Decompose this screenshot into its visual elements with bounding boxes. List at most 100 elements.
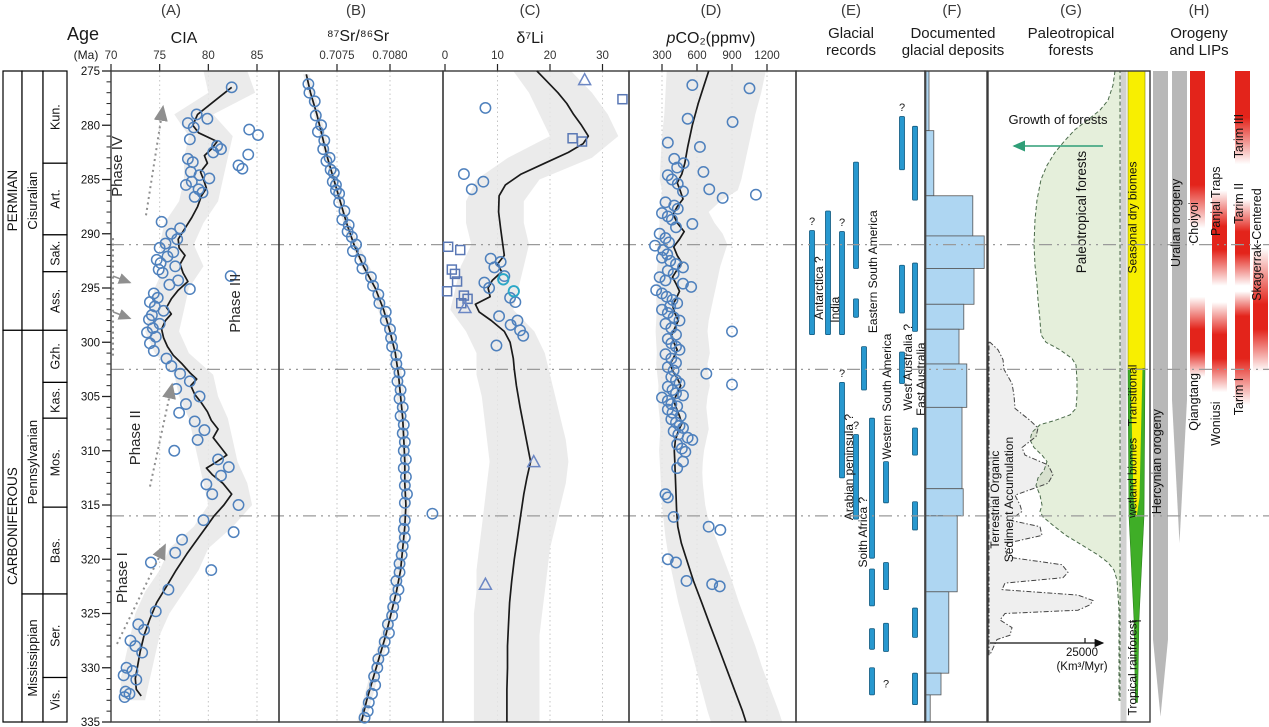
strat-label-ass: Ass. [49,289,63,313]
deposit-histogram-bar [925,406,963,490]
data-point-circle [397,418,410,431]
glacial-region-label: West Australia ? [901,324,915,411]
data-point-circle [686,79,699,92]
strat-label-kas: Kas. [49,388,63,413]
age-tick-label: 305 [81,392,100,404]
data-point-circle [465,183,478,196]
data-point-circle [179,398,192,411]
age-tick-label: 280 [81,120,100,132]
glacial-bar [861,346,867,391]
deposit-histogram-bar [925,268,975,305]
data-point-circle [302,78,315,90]
data-point-circle [118,691,131,703]
data-point-circle [120,661,133,674]
data-point-circle [236,162,249,175]
uncertain-mark: ? [899,102,905,114]
uncertain-mark: ? [853,420,859,432]
glacial-bar [839,231,845,336]
strat-label-bas: Bas. [49,538,63,563]
axis-tick-label: 70 [105,50,118,62]
data-point-circle [670,556,682,569]
data-point-circle [144,556,157,569]
paleotropical-forest-area [1029,70,1121,701]
glacial-bar [912,672,918,706]
axis-tick-label: 0.7080 [372,50,407,62]
glacial-region-label: Arabian peninsula ? [842,414,856,520]
age-tick-label: 285 [81,175,100,187]
sediment-scale-units: (Km³/Myr) [1056,661,1107,673]
data-point-circle [656,207,668,220]
strat-label-vis: Vis. [49,689,63,710]
data-point-circle [397,444,410,457]
data-point-circle [161,250,174,263]
deposit-histogram-bar [925,70,930,132]
age-tick-label: 300 [81,337,100,349]
deposit-histogram-bar [925,195,974,237]
data-point-triangle [526,454,541,468]
deposit-histogram-bar [925,130,935,197]
glacial-bar [839,381,845,479]
data-point-circle [129,640,142,652]
data-point-circle [686,433,699,446]
phase-label-phase-iii: Phase III [227,274,244,333]
data-point-circle [671,462,684,475]
data-point-circle-cyan [497,273,510,286]
age-tick-label: 330 [81,663,100,675]
strat-box-sak [42,234,68,273]
data-point-circle [399,470,412,483]
data-point-circle [174,367,187,380]
panel-border [987,70,1151,723]
data-point-circle [398,531,411,544]
data-point-circle [163,278,176,291]
axis-tick-label: 75 [153,50,166,62]
data-point-circle [488,261,501,274]
sediment-scale-value: 25000 [1066,647,1098,659]
strat-label-mississippian: Mississippian [25,619,40,696]
data-point-circle [364,271,377,284]
strat-box-art [42,162,68,236]
data-point-circle [378,635,391,648]
data-point-circle [670,387,682,400]
data-point-circle [749,188,762,201]
data-point-circle [179,178,192,191]
data-point-circle [396,427,409,440]
data-point-triangle [577,72,592,86]
panel-border [278,70,444,723]
glacial-bar [869,667,875,696]
data-point-circle [685,280,698,293]
uncertainty-band [450,71,619,722]
data-point-circle [200,478,213,491]
data-point-circle [191,433,204,446]
data-point-circle [147,344,160,357]
data-point-circle [399,453,412,466]
data-point-circle [670,340,682,353]
glacial-bar [899,116,905,171]
glacial-bar [853,434,859,520]
lip-bar-tarim-iii [1235,71,1250,165]
data-point-circle [677,389,689,402]
data-point-circle [398,479,411,492]
data-point-circle [379,305,392,318]
data-point-circle [504,318,517,331]
data-point-circle [149,330,162,343]
data-point-circle [457,168,470,181]
data-point-circle [350,238,363,251]
data-point-square [576,136,588,147]
data-point-circle [398,436,411,449]
orogeny-band-uralian-orogeny [1172,71,1187,543]
wetland-biome-band [1127,368,1146,703]
data-point-circle [656,391,668,404]
data-point-circle [201,112,214,125]
data-point-circle [661,491,674,504]
data-point-circle [152,263,165,276]
age-tick-label: 290 [81,229,100,241]
data-point-circle [653,271,666,284]
data-point-circle [517,329,530,342]
glacial-bar [912,262,918,332]
data-point-square [617,93,628,105]
panel-g-label-wetland-biomes: wetland biomes [1128,438,1140,519]
data-point-circle [677,185,689,198]
data-point-circle [333,196,346,209]
phase-label-phase-i: Phase I [114,552,131,603]
lip-bar-skagerrak-centered [1253,247,1268,372]
